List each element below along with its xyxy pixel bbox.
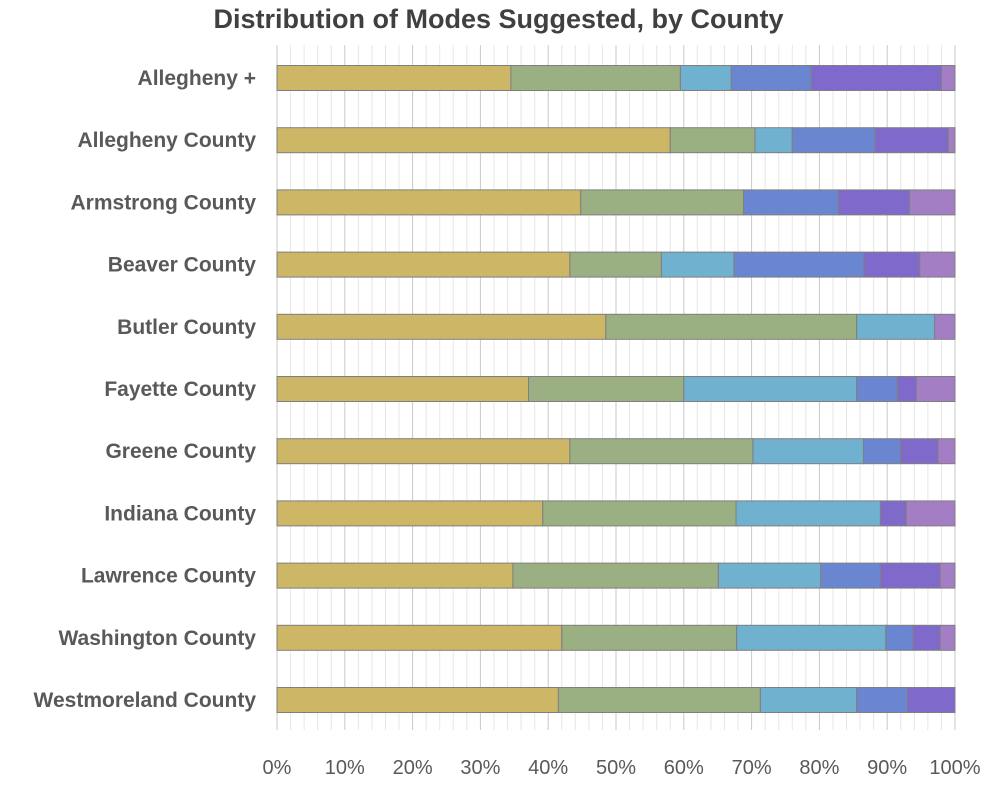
bar-row bbox=[276, 562, 956, 589]
category-label: Allegheny + bbox=[138, 67, 256, 90]
bar-segment-series-5 bbox=[907, 687, 956, 713]
bar-segment-series-6 bbox=[939, 624, 956, 651]
bar-row bbox=[276, 127, 956, 154]
bar-segment-series-4 bbox=[856, 687, 909, 713]
bar-segment-series-1 bbox=[276, 624, 563, 651]
category-label: Indiana County bbox=[104, 502, 256, 525]
bar-segment-series-1 bbox=[276, 127, 671, 154]
category-label: Allegheny County bbox=[77, 129, 256, 152]
bar-segment-series-5 bbox=[879, 500, 907, 527]
bar-segment-series-3 bbox=[759, 687, 858, 713]
bar-segment-series-6 bbox=[934, 313, 956, 340]
bar-segment-series-6 bbox=[940, 65, 956, 91]
x-tick-label: 50% bbox=[596, 757, 636, 779]
bar-segment-series-6 bbox=[905, 500, 956, 527]
x-tick-label: 20% bbox=[393, 757, 433, 779]
bar-segment-series-2 bbox=[510, 65, 681, 91]
bar-row bbox=[276, 624, 956, 651]
bar-segment-series-2 bbox=[605, 313, 858, 340]
bar-row bbox=[276, 189, 956, 216]
bar-segment-series-3 bbox=[752, 438, 864, 465]
category-labels: Allegheny + Allegheny County Armstrong Cou… bbox=[34, 67, 257, 712]
bar-segment-series-6 bbox=[937, 438, 956, 465]
bar-segment-series-6 bbox=[909, 189, 956, 216]
bar-segment-series-3 bbox=[754, 127, 793, 154]
bar-segment-series-5 bbox=[912, 624, 941, 651]
x-tick-label: 40% bbox=[528, 757, 568, 779]
bar-row bbox=[276, 251, 956, 278]
category-label: Lawrence County bbox=[81, 565, 256, 588]
bar-segment-series-3 bbox=[736, 624, 887, 651]
bar-segment-series-5 bbox=[874, 127, 949, 154]
bar-segment-series-4 bbox=[733, 251, 865, 278]
bar-segment-series-1 bbox=[276, 500, 544, 527]
category-label: Washington County bbox=[58, 627, 256, 650]
bar-segment-series-6 bbox=[915, 376, 956, 402]
bar-segment-series-4 bbox=[862, 438, 902, 465]
bar-segment-series-2 bbox=[669, 127, 756, 154]
x-tick-label: 10% bbox=[325, 757, 365, 779]
x-tick-labels: 0% 10% 20% 30% 40% 50% 60% 70% 80% 90% 100% bbox=[263, 757, 981, 779]
x-tick-label: 100% bbox=[929, 757, 980, 779]
bar-segment-series-3 bbox=[856, 313, 936, 340]
bar-segment-series-2 bbox=[557, 687, 761, 713]
bar-segment-series-1 bbox=[276, 687, 559, 713]
x-tick-label: 70% bbox=[732, 757, 772, 779]
x-tick-label: 30% bbox=[460, 757, 500, 779]
bar-segment-series-3 bbox=[735, 500, 881, 527]
category-label: Fayette County bbox=[104, 378, 256, 401]
bar-segment-series-1 bbox=[276, 376, 530, 402]
bar-segment-series-5 bbox=[837, 189, 911, 216]
bar-segment-series-6 bbox=[919, 251, 956, 278]
bar-segment-series-2 bbox=[542, 500, 737, 527]
bar-segment-series-6 bbox=[939, 562, 956, 589]
bar-row bbox=[276, 65, 956, 91]
bar-segment-series-5 bbox=[863, 251, 921, 278]
bar-segment-series-4 bbox=[730, 65, 812, 91]
bar-segment-series-3 bbox=[679, 65, 732, 91]
category-label: Armstrong County bbox=[71, 191, 257, 214]
bar-segment-series-2 bbox=[580, 189, 744, 216]
bar-segment-series-2 bbox=[569, 438, 754, 465]
bar-segment-series-4 bbox=[820, 562, 881, 589]
bar-segment-series-5 bbox=[900, 438, 939, 465]
bar-row bbox=[276, 376, 956, 402]
x-tick-label: 80% bbox=[799, 757, 839, 779]
bar-segment-series-4 bbox=[885, 624, 914, 651]
bar-segment-series-1 bbox=[276, 65, 512, 91]
bar-segment-series-2 bbox=[512, 562, 719, 589]
category-label: Greene County bbox=[105, 440, 256, 463]
bars bbox=[276, 65, 956, 713]
bar-segment-series-6 bbox=[947, 127, 956, 154]
bar-segment-series-2 bbox=[528, 376, 685, 402]
bar-segment-series-2 bbox=[561, 624, 738, 651]
bar-segment-series-4 bbox=[742, 189, 839, 216]
bar-segment-series-3 bbox=[660, 251, 735, 278]
bar-segment-series-3 bbox=[717, 562, 822, 589]
bar-segment-series-4 bbox=[856, 376, 898, 402]
chart-title: Distribution of Modes Suggested, by Coun… bbox=[213, 4, 784, 34]
bar-segment-series-1 bbox=[276, 251, 571, 278]
bar-segment-series-1 bbox=[276, 438, 571, 465]
x-tick-label: 60% bbox=[664, 757, 704, 779]
bar-segment-series-5 bbox=[896, 376, 917, 402]
bar-row bbox=[276, 438, 956, 465]
x-tick-label: 90% bbox=[867, 757, 907, 779]
bar-segment-series-2 bbox=[569, 251, 662, 278]
bar-segment-series-4 bbox=[791, 127, 876, 154]
category-label: Beaver County bbox=[108, 254, 257, 277]
bar-row bbox=[276, 500, 956, 527]
bar-segment-series-1 bbox=[276, 313, 607, 340]
x-tick-label: 0% bbox=[263, 757, 292, 779]
bar-segment-series-1 bbox=[276, 189, 582, 216]
bar-segment-series-3 bbox=[683, 376, 858, 402]
category-label: Butler County bbox=[117, 316, 256, 339]
bar-segment-series-5 bbox=[810, 65, 942, 91]
bar-row bbox=[276, 313, 956, 340]
bar-row bbox=[276, 687, 956, 713]
category-label: Westmoreland County bbox=[34, 689, 257, 712]
bar-segment-series-5 bbox=[879, 562, 941, 589]
bar-segment-series-1 bbox=[276, 562, 514, 589]
